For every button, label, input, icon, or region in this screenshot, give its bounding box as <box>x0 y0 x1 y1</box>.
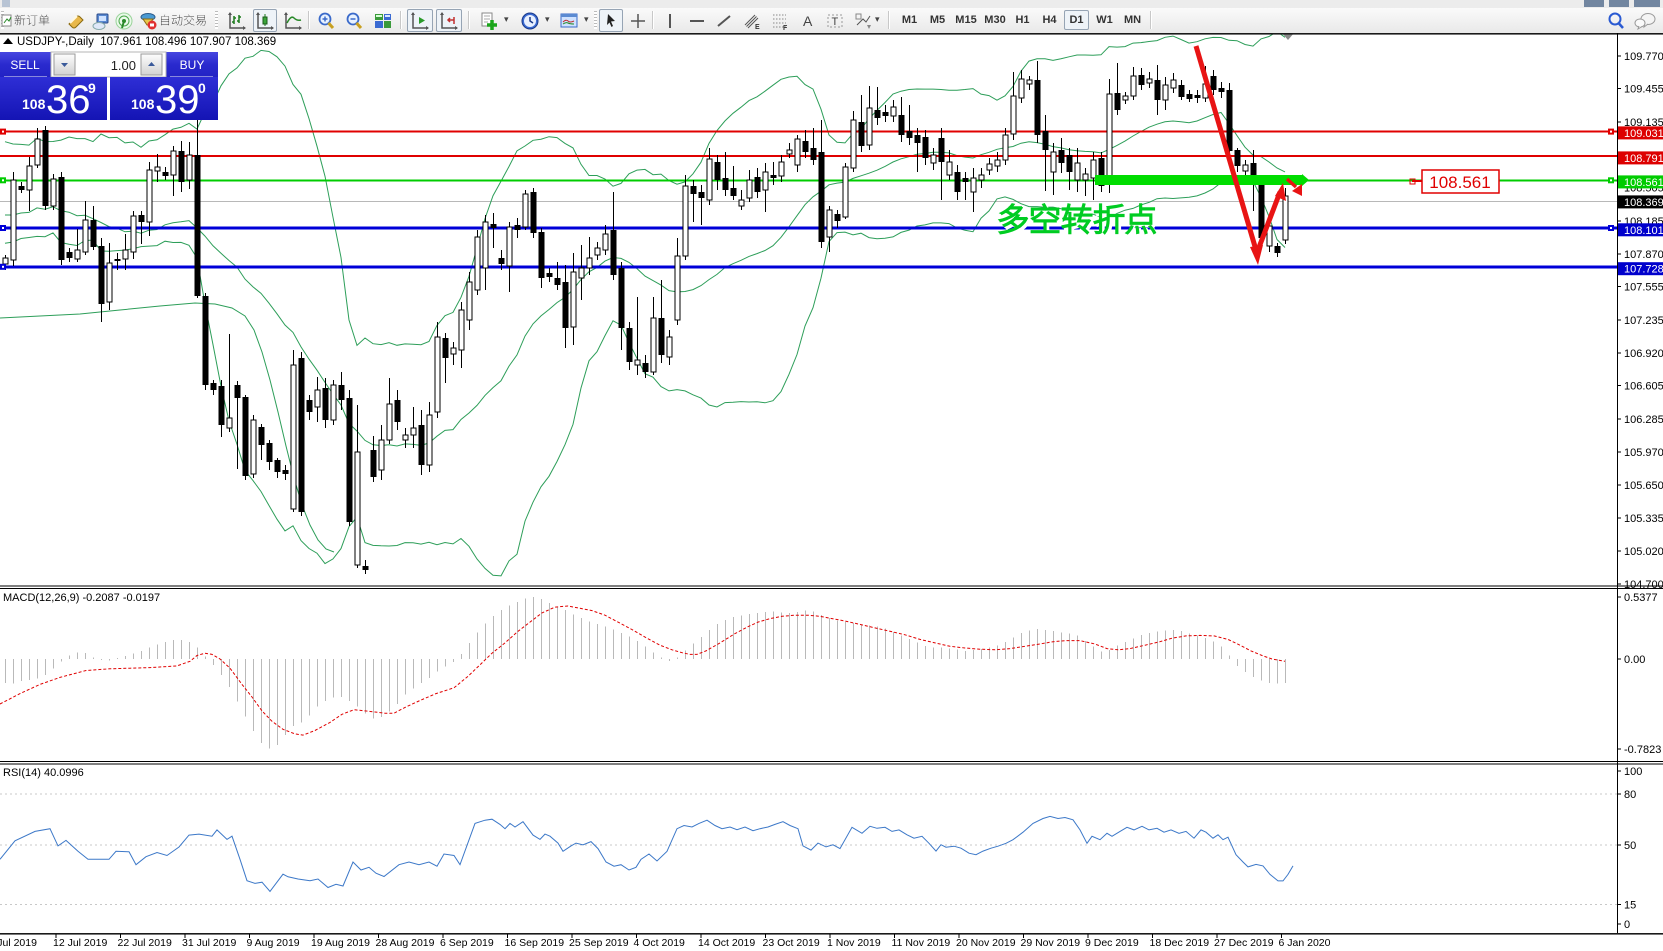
svg-text:108.101: 108.101 <box>1624 225 1663 237</box>
svg-text:107.870: 107.870 <box>1624 249 1663 261</box>
svg-text:9: 9 <box>88 80 96 96</box>
svg-text:1 Nov 2019: 1 Nov 2019 <box>827 937 881 949</box>
svg-text:50: 50 <box>1624 840 1636 852</box>
svg-text:23 Oct 2019: 23 Oct 2019 <box>763 937 820 949</box>
svg-text:15: 15 <box>1624 900 1636 912</box>
svg-text:11 Nov 2019: 11 Nov 2019 <box>892 937 951 949</box>
svg-text:6 Jan 2020: 6 Jan 2020 <box>1279 937 1331 949</box>
svg-text:105.335: 105.335 <box>1624 513 1663 525</box>
svg-text:107.555: 107.555 <box>1624 282 1663 294</box>
svg-text:31 Jul 2019: 31 Jul 2019 <box>182 937 236 949</box>
svg-text:39: 39 <box>155 78 200 122</box>
svg-text:1.00: 1.00 <box>111 58 136 73</box>
svg-text:A: A <box>803 13 813 29</box>
svg-text:T: T <box>832 16 839 28</box>
svg-text:20 Nov 2019: 20 Nov 2019 <box>956 937 1016 949</box>
svg-text:0.5377: 0.5377 <box>1624 592 1658 604</box>
svg-text:108: 108 <box>131 96 155 112</box>
svg-text:108: 108 <box>22 96 46 112</box>
svg-text:18 Dec 2019: 18 Dec 2019 <box>1150 937 1210 949</box>
svg-text:RSI(14) 40.0996: RSI(14) 40.0996 <box>3 767 84 779</box>
svg-text:19 Aug 2019: 19 Aug 2019 <box>311 937 370 949</box>
svg-text:109.031: 109.031 <box>1624 128 1663 140</box>
svg-text:80: 80 <box>1624 789 1636 801</box>
svg-text:3 Jul 2019: 3 Jul 2019 <box>0 937 37 949</box>
svg-text:27 Dec 2019: 27 Dec 2019 <box>1214 937 1274 949</box>
svg-text:USDJPY-,Daily 107.961 108.496: USDJPY-,Daily 107.961 108.496 107.907 10… <box>17 36 276 48</box>
svg-text:9 Aug 2019: 9 Aug 2019 <box>247 937 300 949</box>
svg-text:-0.7823: -0.7823 <box>1624 744 1661 756</box>
svg-text:E: E <box>755 24 760 31</box>
svg-text:106.285: 106.285 <box>1624 414 1663 426</box>
svg-text:109.770: 109.770 <box>1624 51 1663 63</box>
svg-text:108.561: 108.561 <box>1429 173 1490 192</box>
svg-text:107.728: 107.728 <box>1624 264 1663 276</box>
svg-text:F: F <box>783 25 788 31</box>
svg-text:22 Jul 2019: 22 Jul 2019 <box>118 937 172 949</box>
svg-text:100: 100 <box>1624 766 1642 778</box>
svg-text:36: 36 <box>46 78 91 122</box>
svg-text:SELL: SELL <box>10 58 40 72</box>
svg-text:105.650: 105.650 <box>1624 480 1663 492</box>
svg-text:0: 0 <box>198 80 206 96</box>
svg-text:14 Oct 2019: 14 Oct 2019 <box>698 937 755 949</box>
svg-text:BUY: BUY <box>180 58 205 72</box>
svg-text:0: 0 <box>1624 919 1630 931</box>
svg-text:108.561: 108.561 <box>1624 177 1663 189</box>
svg-text:MACD(12,26,9) -0.2087 -0.0197: MACD(12,26,9) -0.2087 -0.0197 <box>3 592 160 604</box>
svg-text:29 Nov 2019: 29 Nov 2019 <box>1021 937 1081 949</box>
svg-text:104.700: 104.700 <box>1624 579 1663 591</box>
svg-text:16 Sep 2019: 16 Sep 2019 <box>505 937 565 949</box>
svg-text:109.135: 109.135 <box>1624 117 1663 129</box>
svg-text:4 Oct 2019: 4 Oct 2019 <box>634 937 686 949</box>
svg-text:28 Aug 2019: 28 Aug 2019 <box>376 937 435 949</box>
svg-text:106.605: 106.605 <box>1624 381 1663 393</box>
svg-text:0.00: 0.00 <box>1624 654 1645 666</box>
svg-text:9 Dec 2019: 9 Dec 2019 <box>1085 937 1139 949</box>
svg-text:105.020: 105.020 <box>1624 546 1663 558</box>
svg-text:25 Sep 2019: 25 Sep 2019 <box>569 937 629 949</box>
svg-text:108.369: 108.369 <box>1624 197 1663 209</box>
svg-text:106.920: 106.920 <box>1624 348 1663 360</box>
svg-text:6 Sep 2019: 6 Sep 2019 <box>440 937 494 949</box>
svg-text:107.235: 107.235 <box>1624 315 1663 327</box>
svg-text:12 Jul 2019: 12 Jul 2019 <box>53 937 107 949</box>
svg-text:109.455: 109.455 <box>1624 84 1663 96</box>
svg-text:108.791: 108.791 <box>1624 153 1663 165</box>
svg-text:105.970: 105.970 <box>1624 447 1663 459</box>
